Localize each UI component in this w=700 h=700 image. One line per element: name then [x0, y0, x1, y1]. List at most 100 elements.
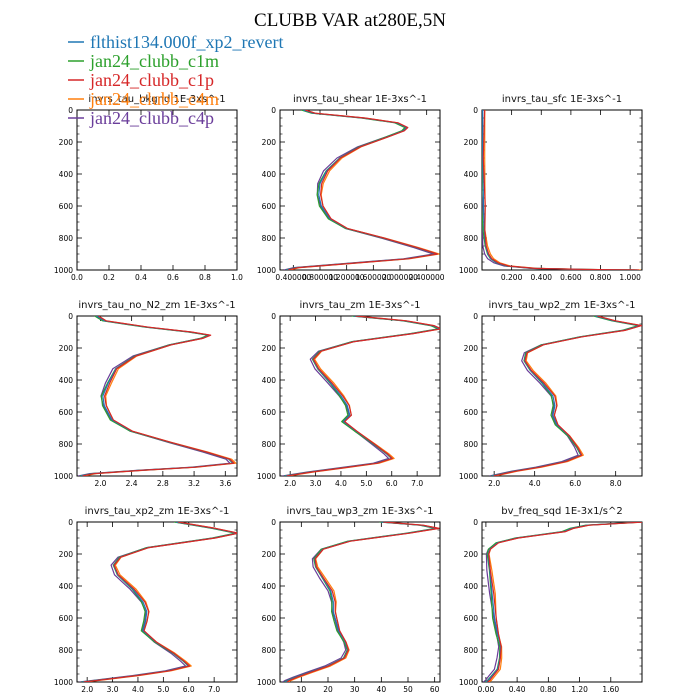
x-tick-label: 1.20 [571, 685, 588, 694]
y-tick-label: 800 [59, 646, 74, 655]
legend-item: jan24_clubb_c4p [68, 108, 214, 128]
legend: flthist134.000f_xp2_revert jan24_clubb_c… [68, 32, 283, 128]
panel: invrs_tau_bkgnd 1E-3xs^-1 0 200 400 600 800 10… [54, 94, 243, 282]
x-tick-label: 0.800000 [302, 273, 338, 282]
series-line-jan24-clubb-c1p [482, 110, 640, 270]
x-tick-label: 4.0 [529, 479, 541, 488]
series-line-jan24-clubb-c4m [484, 110, 641, 270]
y-tick-label: 200 [59, 550, 74, 559]
y-tick-label: 400 [464, 582, 479, 591]
series-line-flthist134-000f-xp2-revert [80, 316, 234, 476]
y-tick-label: 1000 [54, 472, 73, 481]
legend-item: flthist134.000f_xp2_revert [68, 32, 283, 52]
x-tick-label: 0.400000 [275, 273, 311, 282]
series-line-flthist134-000f-xp2-revert [284, 522, 438, 682]
y-tick-label: 200 [262, 344, 277, 353]
x-tick-label: 2.000000 [382, 273, 418, 282]
y-tick-label: 400 [464, 170, 479, 179]
x-tick-label: 0.200 [501, 273, 523, 282]
y-tick-label: 0 [473, 312, 478, 321]
x-tick-label: 3.2 [188, 479, 200, 488]
panel-title: invrs_tau_wp3_zm 1E-3xs^-1 [287, 506, 434, 517]
series-line-jan24-clubb-c4m [488, 522, 642, 682]
x-tick-label: 3.0 [107, 685, 119, 694]
x-tick-label: 0.0 [71, 273, 83, 282]
x-tick-label: 60 [430, 685, 440, 694]
y-tick-label: 400 [59, 170, 74, 179]
x-tick-label: 2.400000 [409, 273, 445, 282]
x-tick-label: 1.60 [602, 685, 619, 694]
panel: invrs_tau_shear 1E-3xs^-1 0 200 400 600 800 10… [257, 94, 445, 282]
y-tick-label: 0 [68, 106, 73, 115]
x-tick-label: 2.0 [94, 479, 106, 488]
plot-frame [76, 109, 238, 271]
x-tick-label: 6.0 [386, 479, 398, 488]
x-tick-label: 1.600000 [355, 273, 391, 282]
panel-grid: invrs_tau_bkgnd 1E-3xs^-1020040060080010… [54, 94, 643, 694]
y-tick-label: 1000 [257, 678, 276, 687]
x-tick-label: 50 [403, 685, 413, 694]
y-tick-label: 0 [271, 312, 276, 321]
panel: invrs_tau_wp3_zm 1E-3xs^-1 0 200 400 600 800 1… [257, 506, 441, 694]
panel-title: invrs_tau_wp2_zm 1E-3xs^-1 [489, 300, 636, 311]
y-tick-label: 200 [59, 344, 74, 353]
x-tick-label: 1.000 [619, 273, 641, 282]
y-tick-label: 1000 [257, 266, 276, 275]
figure-title: CLUBB VAR at280E,5N [254, 10, 446, 31]
legend-label: jan24_clubb_c4m [89, 89, 219, 109]
x-tick-label: 0.2 [103, 273, 115, 282]
series-line-jan24-clubb-c1p [286, 522, 440, 682]
y-tick-label: 600 [59, 614, 74, 623]
y-tick-label: 800 [262, 646, 277, 655]
panel: invrs_tau_sfc 1E-3xs^-1 0 200 400 600 800 1000… [459, 94, 643, 282]
series-line-jan24-clubb-c1p [82, 316, 235, 476]
y-tick-label: 200 [262, 138, 277, 147]
y-tick-label: 800 [464, 234, 479, 243]
x-tick-label: 5.0 [360, 479, 372, 488]
series-line-flthist134-000f-xp2-revert [485, 522, 642, 682]
x-tick-label: 3.0 [310, 479, 322, 488]
y-tick-label: 800 [59, 234, 74, 243]
series-line-jan24-clubb-c1m [482, 127, 637, 270]
panel-title: invrs_tau_sfc 1E-3xs^-1 [502, 94, 622, 105]
x-tick-label: 0.6 [167, 273, 179, 282]
panel: invrs_tau_wp2_zm 1E-3xs^-1 0 200 400 600 800 1… [459, 300, 643, 488]
series-line-jan24-clubb-c1p [288, 110, 438, 270]
series-line-jan24-clubb-c1m [284, 522, 436, 682]
y-tick-label: 400 [262, 170, 277, 179]
y-tick-label: 600 [262, 202, 277, 211]
x-tick-label: 2.0 [488, 479, 500, 488]
legend-item: jan24_clubb_c1m [68, 51, 219, 71]
plot-frame [481, 521, 643, 683]
x-tick-label: 0.400 [531, 273, 553, 282]
legend-item: jan24_clubb_c1p [68, 70, 214, 90]
y-tick-label: 600 [59, 202, 74, 211]
x-tick-label: 10 [297, 685, 307, 694]
x-tick-label: 2.0 [284, 479, 296, 488]
x-tick-label: 0.00 [478, 685, 495, 694]
panel-title: invrs_tau_zm 1E-3xs^-1 [299, 300, 420, 311]
x-tick-label: 0.800 [590, 273, 612, 282]
y-tick-label: 200 [262, 550, 277, 559]
series-line-jan24-clubb-c4m [83, 316, 237, 476]
x-tick-label: 6.0 [569, 479, 581, 488]
y-tick-label: 800 [464, 646, 479, 655]
y-tick-label: 0 [473, 518, 478, 527]
y-tick-label: 600 [59, 408, 74, 417]
x-tick-label: 5.0 [157, 685, 169, 694]
series-line-jan24-clubb-c1p [487, 522, 642, 682]
panel-title: invrs_tau_bkgnd 1E-3xs^-1 [88, 94, 225, 105]
legend-label: flthist134.000f_xp2_revert [90, 32, 283, 52]
y-tick-label: 600 [464, 614, 479, 623]
y-tick-label: 800 [262, 440, 277, 449]
panel-title: invrs_tau_no_N2_zm 1E-3xs^-1 [78, 300, 235, 311]
y-tick-label: 1000 [54, 678, 73, 687]
y-tick-label: 1000 [459, 678, 478, 687]
x-tick-label: 6.0 [183, 685, 195, 694]
x-tick-label: 3.6 [219, 479, 231, 488]
plot-frame [481, 109, 643, 271]
panel-title: bv_freq_sqd 1E-3x1/s^2 [501, 506, 623, 517]
x-tick-label: 0.4 [135, 273, 147, 282]
panel: invrs_tau_zm 1E-3xs^-1 0 200 400 600 800 1000 2… [257, 300, 441, 488]
series-line-jan24-clubb-c1m [484, 522, 641, 682]
